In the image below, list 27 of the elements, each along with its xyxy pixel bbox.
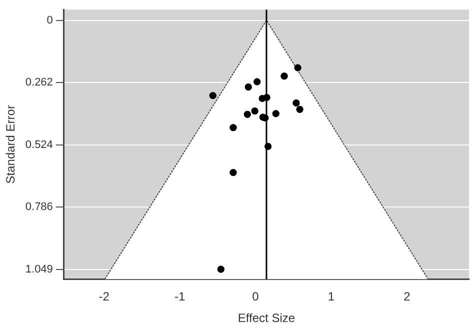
point — [263, 94, 270, 101]
x-tick-label: -2 — [98, 290, 110, 304]
point — [230, 169, 237, 176]
y-tick-label: 0.524 — [25, 138, 53, 151]
point — [264, 142, 272, 150]
x-tick-label: 2 — [404, 290, 411, 304]
x-axis-title: Effect Size — [238, 311, 296, 326]
point — [292, 99, 300, 106]
point — [294, 64, 302, 72]
x-tick-label: 1 — [328, 290, 335, 304]
y-tick-label: 1.049 — [25, 263, 53, 276]
point — [272, 110, 280, 118]
y-tick-label: 0 — [46, 14, 53, 26]
point — [251, 108, 258, 115]
point — [280, 72, 288, 80]
point — [296, 106, 304, 113]
point — [209, 92, 216, 100]
y-tick-label: 0.262 — [25, 76, 53, 89]
point — [254, 78, 261, 86]
point — [230, 124, 237, 132]
x-tick-label: 0 — [252, 290, 260, 304]
point — [217, 266, 224, 273]
x-tick-label: -1 — [174, 290, 186, 304]
y-axis-title: Standard Error — [4, 105, 18, 184]
point — [244, 84, 252, 91]
point — [244, 110, 251, 118]
y-tick-label: 0.786 — [25, 201, 53, 214]
